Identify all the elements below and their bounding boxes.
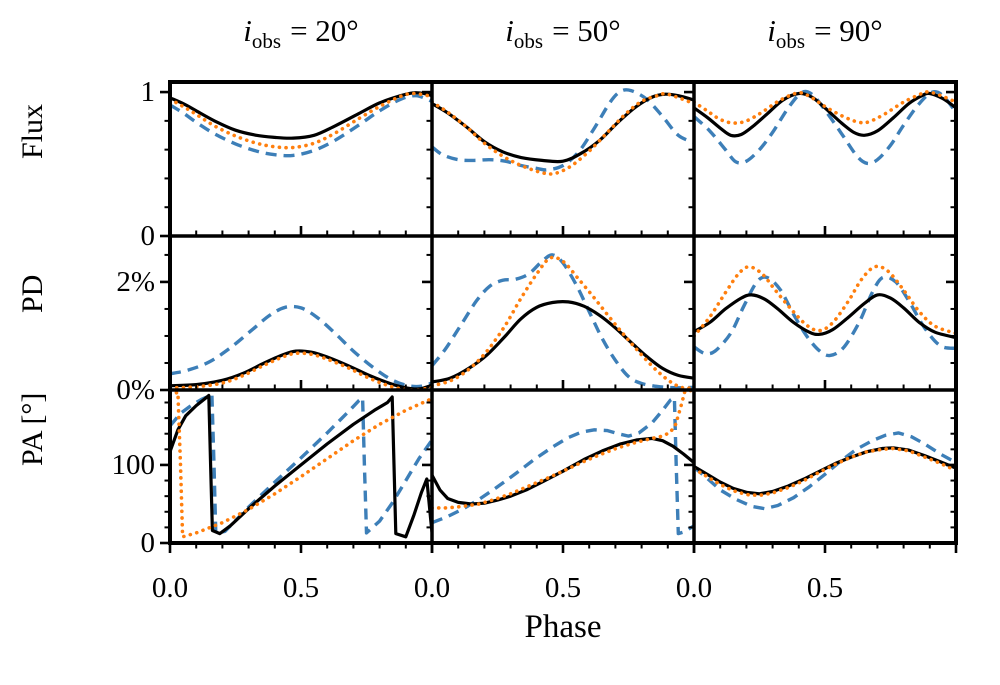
- series-solid-black-curve: [693, 293, 957, 340]
- column-title-i90: iobs = 90°: [675, 10, 975, 54]
- panel-pa-i50: [431, 390, 695, 536]
- xtick-p2-05: 0.5: [544, 572, 582, 604]
- xtick-p2-0: 0.0: [413, 572, 451, 604]
- panel-pa-i90: [693, 431, 957, 511]
- series-dotted-orange-curve: [693, 264, 957, 338]
- column-title-i50: iobs = 50°: [413, 10, 713, 54]
- series-dotted-orange-curve: [169, 91, 433, 150]
- series-solid-black-curve: [431, 299, 695, 384]
- math-sub-obs: obs: [513, 29, 544, 54]
- ytick-pa-0: 0: [140, 527, 156, 559]
- series-dashed-blue-curve: [693, 431, 957, 511]
- panel-pd-i90: [693, 264, 957, 358]
- series-solid-black-curve: [693, 91, 957, 138]
- panel-flux-i50: [431, 88, 695, 176]
- series-solid-black-curve: [169, 393, 433, 539]
- series-solid-black-curve: [693, 446, 957, 496]
- series-dashed-blue-curve: [169, 93, 433, 158]
- math-sub-obs: obs: [775, 29, 806, 54]
- x-axis-label: Phase: [524, 609, 602, 645]
- series-dashed-blue-curve: [431, 396, 695, 536]
- series-dotted-orange-curve: [169, 390, 433, 539]
- ytick-pd-0pct: 0%: [116, 374, 155, 406]
- series-dashed-blue-curve: [431, 253, 695, 390]
- ytick-flux-0: 0: [140, 220, 156, 252]
- series-dotted-orange-curve: [169, 351, 433, 390]
- column-title-i20: iobs = 20°: [151, 10, 451, 54]
- ytick-pa-100: 100: [111, 449, 156, 481]
- xtick-p3-0: 0.0: [675, 572, 713, 604]
- ytick-flux-1: 1: [140, 76, 156, 108]
- xtick-p1-0: 0.0: [151, 572, 189, 604]
- panel-flux-i20: [169, 91, 433, 158]
- xtick-p1-05: 0.5: [282, 572, 320, 604]
- panel-flux-i90: [693, 89, 957, 166]
- panel-pd-i50: [431, 253, 695, 390]
- ytick-pd-2pct: 2%: [116, 266, 155, 298]
- series-dotted-orange-curve: [431, 91, 695, 176]
- series-dashed-blue-curve: [169, 304, 433, 389]
- title-value: = 20°: [290, 13, 359, 48]
- math-i: i: [767, 13, 776, 48]
- math-i: i: [243, 13, 252, 48]
- series-dashed-blue-curve: [693, 275, 957, 358]
- panel-pd-i20: [169, 304, 433, 390]
- math-sub-obs: obs: [251, 29, 282, 54]
- title-value: = 50°: [552, 13, 621, 48]
- panel-borders: [168, 80, 958, 545]
- series-dashed-blue-curve: [169, 393, 433, 536]
- xtick-p3-05: 0.5: [806, 572, 844, 604]
- series-dotted-orange-curve: [431, 255, 695, 390]
- title-value: = 90°: [814, 13, 883, 48]
- panel-pa-i20: [169, 390, 433, 539]
- series-dotted-orange-curve: [693, 90, 957, 125]
- math-i: i: [505, 13, 514, 48]
- series-solid-black-curve: [169, 349, 433, 390]
- series-dotted-orange-curve: [431, 390, 695, 510]
